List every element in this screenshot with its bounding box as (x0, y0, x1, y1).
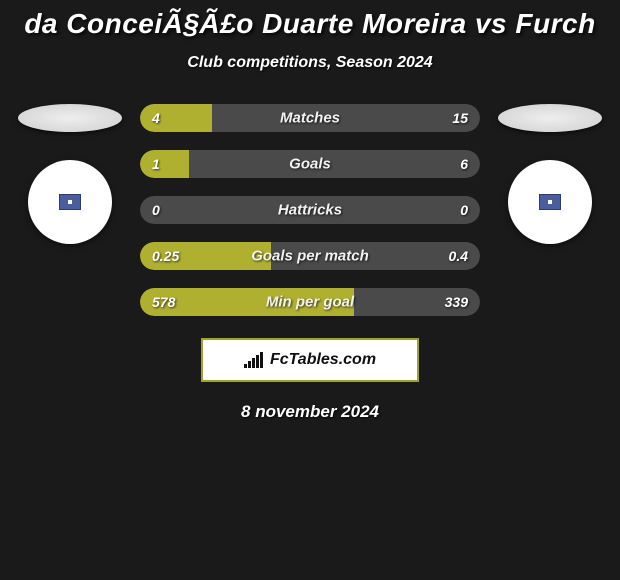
stat-row: Min per goal 578 339 (140, 288, 480, 316)
logo-text: FcTables.com (270, 351, 376, 369)
stat-label: Goals (289, 156, 331, 173)
page-subtitle: Club competitions, Season 2024 (0, 54, 620, 72)
stat-value-right: 0 (460, 202, 468, 218)
stat-label: Matches (280, 110, 340, 127)
stat-value-left: 578 (152, 294, 175, 310)
stats-area: Matches 4 15 Goals 1 6 Hattricks 0 0 Goals per ma… (0, 104, 620, 316)
player-right-avatar (508, 160, 592, 244)
player-left-avatar (28, 160, 112, 244)
stat-value-left: 4 (152, 110, 160, 126)
player-right-ellipse (498, 104, 602, 132)
bar-segment-left (140, 104, 212, 132)
stat-value-right: 339 (445, 294, 468, 310)
bar-segment-left (140, 150, 189, 178)
page-title: da ConceiÃ§Ã£o Duarte Moreira vs Furch (0, 8, 620, 40)
date-label: 8 november 2024 (0, 402, 620, 422)
stat-row: Goals 1 6 (140, 150, 480, 178)
stat-label: Hattricks (278, 202, 342, 219)
stat-row: Matches 4 15 (140, 104, 480, 132)
stat-row: Goals per match 0.25 0.4 (140, 242, 480, 270)
stat-value-left: 1 (152, 156, 160, 172)
stat-value-left: 0 (152, 202, 160, 218)
chart-icon (244, 352, 264, 368)
stat-value-right: 6 (460, 156, 468, 172)
flag-icon (539, 194, 561, 210)
stat-label: Min per goal (266, 294, 354, 311)
comparison-panel: da ConceiÃ§Ã£o Duarte Moreira vs Furch C… (0, 0, 620, 422)
stat-label: Goals per match (251, 248, 369, 265)
stat-value-right: 15 (452, 110, 468, 126)
bar-segment-right (189, 150, 480, 178)
flag-icon (59, 194, 81, 210)
player-left-column (18, 104, 122, 244)
bar-segment-right (212, 104, 480, 132)
player-left-ellipse (18, 104, 122, 132)
stat-value-left: 0.25 (152, 248, 179, 264)
source-logo: FcTables.com (201, 338, 419, 382)
stat-bars: Matches 4 15 Goals 1 6 Hattricks 0 0 Goals per ma… (140, 104, 480, 316)
stat-value-right: 0.4 (449, 248, 468, 264)
player-right-column (498, 104, 602, 244)
stat-row: Hattricks 0 0 (140, 196, 480, 224)
